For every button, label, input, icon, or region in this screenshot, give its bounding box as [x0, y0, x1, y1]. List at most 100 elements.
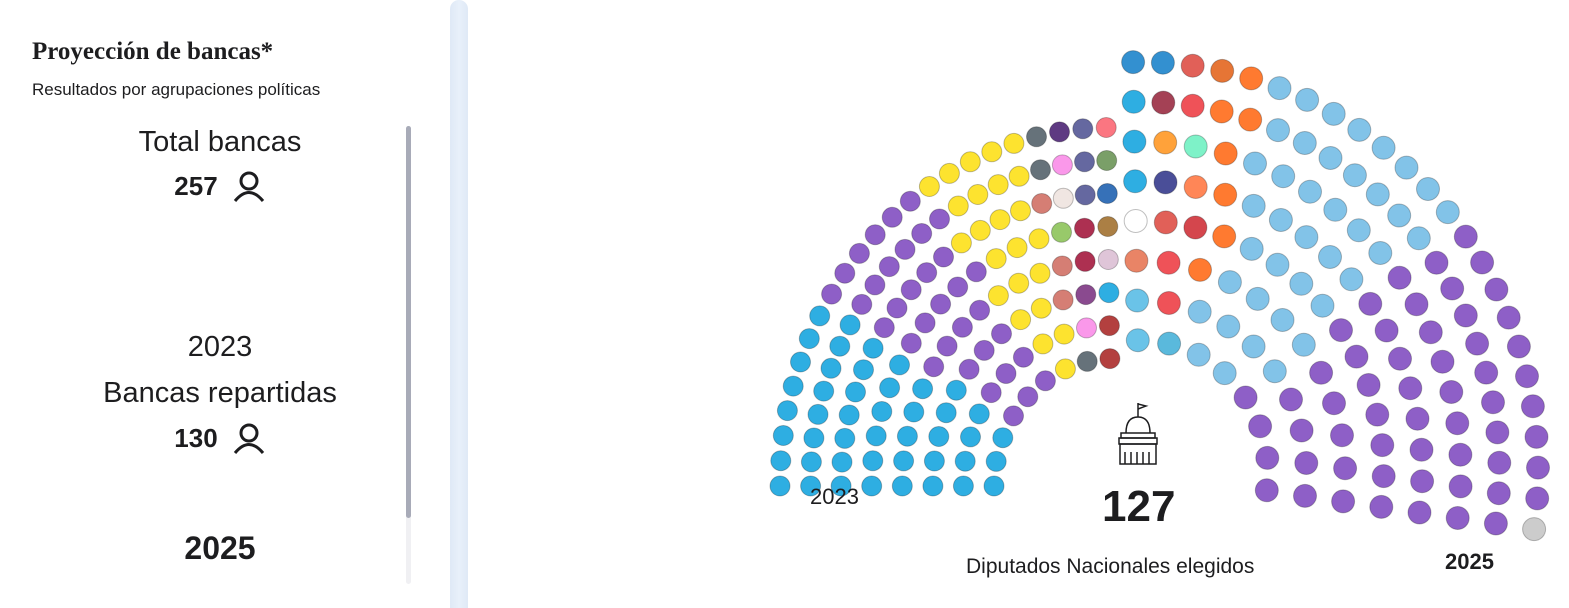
seat-2023[interactable]: [1030, 159, 1051, 181]
seat-2023[interactable]: [950, 232, 972, 254]
seat-2025[interactable]: [1188, 257, 1212, 282]
seat-2023[interactable]: [800, 451, 822, 473]
seat-2025[interactable]: [1470, 250, 1495, 275]
seat-2025[interactable]: [1526, 455, 1550, 480]
seat-2025[interactable]: [1212, 224, 1237, 249]
seat-2023[interactable]: [980, 382, 1002, 404]
seat-2025[interactable]: [1331, 489, 1356, 514]
seat-2025[interactable]: [1405, 406, 1430, 431]
seat-2025[interactable]: [1241, 334, 1266, 359]
seat-2025[interactable]: [1481, 390, 1505, 415]
seat-2023[interactable]: [878, 256, 900, 278]
seat-2023[interactable]: [1051, 154, 1073, 176]
seat-2025[interactable]: [1310, 293, 1335, 318]
seat-2023[interactable]: [1034, 370, 1056, 392]
seat-2023[interactable]: [1099, 348, 1121, 370]
seat-2025[interactable]: [1187, 299, 1212, 324]
seat-2023[interactable]: [1031, 193, 1053, 214]
seat-2025[interactable]: [1318, 146, 1343, 170]
seat-2025[interactable]: [1213, 182, 1238, 207]
seat-2025[interactable]: [1371, 135, 1396, 160]
seat-2023[interactable]: [923, 450, 945, 472]
seat-2025[interactable]: [1387, 265, 1412, 290]
seat-2025[interactable]: [1241, 193, 1266, 218]
seat-2023[interactable]: [807, 403, 829, 425]
seat-2023[interactable]: [951, 316, 973, 338]
seat-2023[interactable]: [965, 261, 987, 283]
seat-2023[interactable]: [969, 299, 991, 321]
seat-2023[interactable]: [782, 375, 804, 397]
seat-2023[interactable]: [862, 450, 884, 472]
seat-2025[interactable]: [1233, 385, 1258, 410]
seat-2025[interactable]: [1239, 66, 1264, 91]
seat-2023[interactable]: [983, 475, 1005, 497]
seat-2025[interactable]: [1124, 248, 1149, 273]
seat-2025[interactable]: [1398, 376, 1423, 401]
seat-2025[interactable]: [1410, 469, 1435, 494]
seat-2025[interactable]: [1121, 89, 1146, 114]
seat-2023[interactable]: [1076, 317, 1097, 339]
seat-2025[interactable]: [1524, 424, 1549, 449]
seat-2025[interactable]: [1487, 450, 1512, 475]
seat-2023[interactable]: [1098, 315, 1120, 337]
seat-2023[interactable]: [1097, 216, 1119, 237]
seat-2023[interactable]: [922, 475, 944, 497]
seat-2025[interactable]: [1333, 456, 1358, 481]
summary-scroll-area[interactable]: Total bancas 257 2023 Bancas repartidas …: [20, 126, 411, 584]
seat-2025[interactable]: [1365, 402, 1390, 427]
seat-2025[interactable]: [1407, 500, 1432, 525]
seat-2025[interactable]: [1318, 245, 1342, 269]
seat-2023[interactable]: [987, 174, 1009, 196]
seat-2025[interactable]: [1209, 99, 1234, 124]
seat-2023[interactable]: [1074, 250, 1096, 272]
seat-2023[interactable]: [1096, 150, 1118, 171]
seat-2023[interactable]: [933, 246, 954, 268]
seat-2023[interactable]: [1074, 151, 1095, 173]
seat-2023[interactable]: [1076, 350, 1098, 372]
seat-2025[interactable]: [1255, 445, 1280, 470]
seat-2023[interactable]: [1051, 221, 1072, 243]
seat-2025[interactable]: [1474, 360, 1499, 385]
seat-2025[interactable]: [1339, 267, 1364, 292]
seat-2025[interactable]: [1125, 328, 1150, 353]
seat-2025[interactable]: [1329, 318, 1353, 343]
seat-2023[interactable]: [1075, 284, 1097, 306]
seat-2025[interactable]: [1293, 483, 1317, 508]
seat-2023[interactable]: [891, 475, 913, 497]
seat-2025[interactable]: [1344, 344, 1369, 369]
seat-2025[interactable]: [1279, 387, 1303, 412]
seat-2023[interactable]: [914, 312, 936, 334]
seat-2023[interactable]: [989, 209, 1011, 231]
seat-2023[interactable]: [813, 380, 835, 402]
seat-2025[interactable]: [1330, 423, 1354, 448]
seat-2023[interactable]: [936, 335, 958, 357]
seat-2025[interactable]: [1153, 170, 1178, 195]
seat-2023[interactable]: [886, 297, 908, 319]
seat-2025[interactable]: [1180, 93, 1205, 118]
seat-2025[interactable]: [1520, 394, 1545, 419]
seat-2023[interactable]: [985, 248, 1007, 270]
seat-2023[interactable]: [985, 450, 1007, 472]
seat-2023[interactable]: [879, 377, 901, 399]
seat-2023[interactable]: [1074, 184, 1096, 206]
seat-2023[interactable]: [916, 262, 938, 284]
seat-2025[interactable]: [1180, 53, 1205, 78]
seat-2025[interactable]: [1321, 101, 1346, 126]
seat-2025[interactable]: [1183, 175, 1208, 199]
seat-2025[interactable]: [1435, 200, 1460, 225]
seat-2023[interactable]: [1029, 262, 1051, 284]
seat-2023[interactable]: [1026, 126, 1047, 148]
seat-2023[interactable]: [1008, 165, 1030, 187]
seat-2023[interactable]: [809, 305, 831, 327]
seat-2023[interactable]: [848, 242, 870, 264]
seat-2025[interactable]: [1370, 433, 1395, 458]
seat-2025[interactable]: [1394, 155, 1419, 180]
seat-2023[interactable]: [929, 208, 950, 230]
seat-2023[interactable]: [790, 351, 811, 373]
seat-2023[interactable]: [954, 450, 976, 472]
seat-2025[interactable]: [1358, 291, 1383, 316]
seat-2025[interactable]: [1210, 58, 1235, 83]
seat-2023[interactable]: [969, 219, 991, 241]
seat-2025[interactable]: [1153, 130, 1178, 155]
seat-2023[interactable]: [947, 276, 969, 298]
